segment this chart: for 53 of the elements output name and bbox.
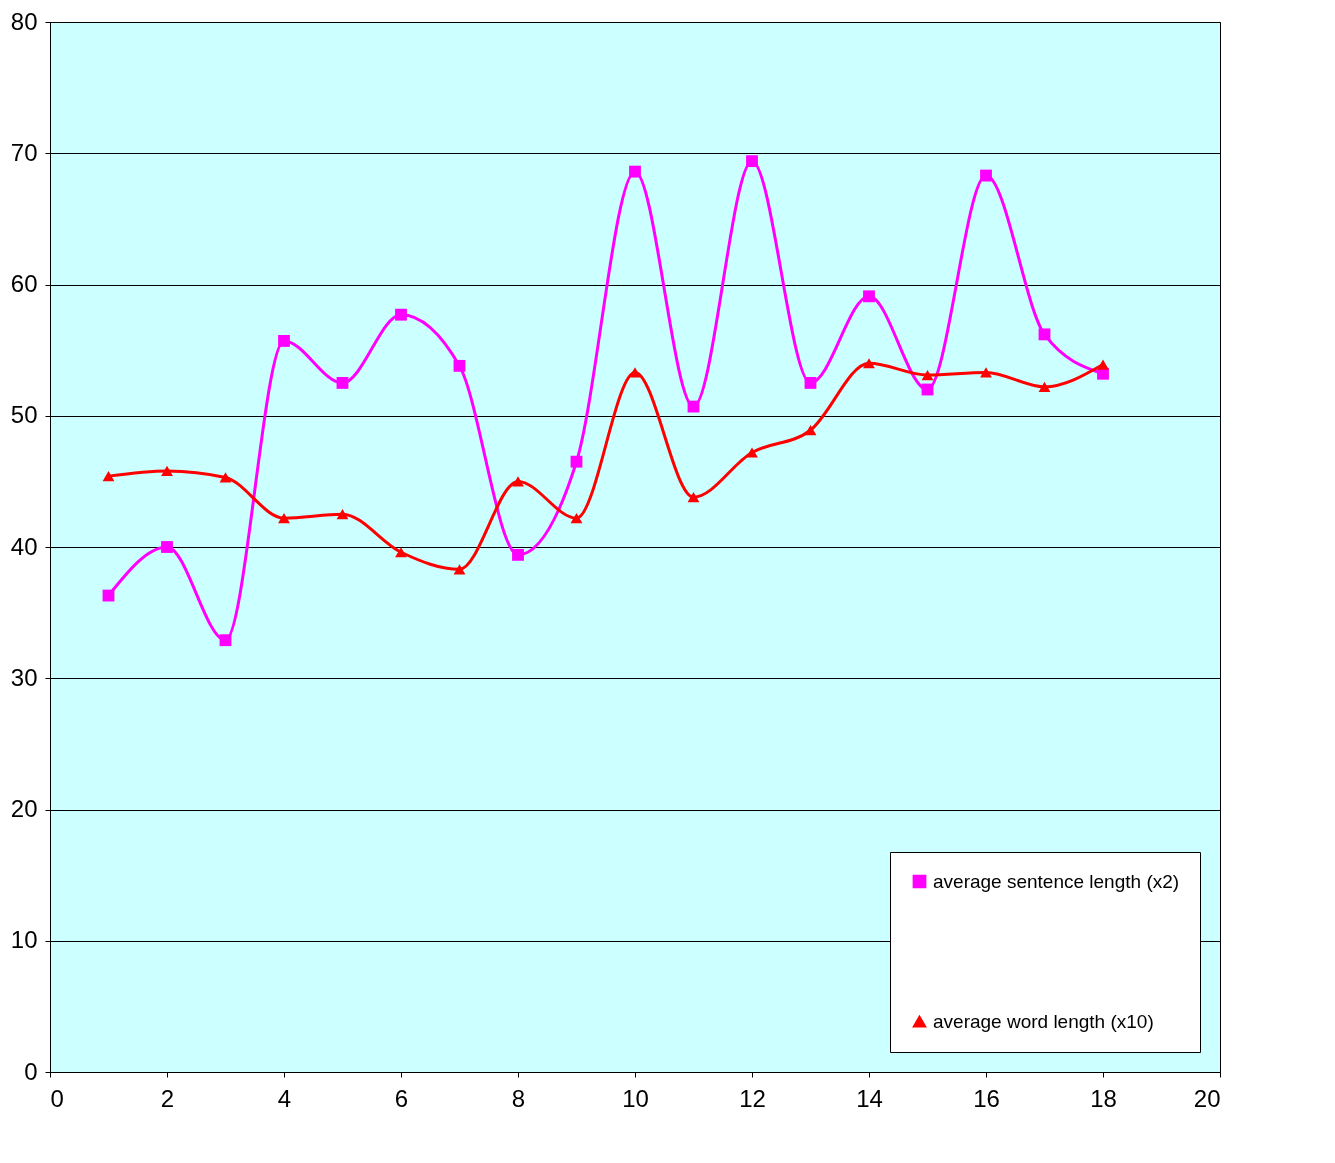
point bbox=[219, 472, 232, 483]
x-tick-label: 16 bbox=[973, 1084, 1000, 1112]
y-tick-label: 50 bbox=[10, 401, 38, 429]
point bbox=[336, 377, 349, 389]
point bbox=[102, 471, 115, 482]
point bbox=[629, 165, 641, 178]
point bbox=[453, 359, 466, 372]
x-tick-label: 8 bbox=[511, 1084, 526, 1112]
y-tick-label: 0 bbox=[24, 1057, 38, 1085]
point bbox=[161, 465, 173, 476]
point bbox=[336, 509, 349, 520]
x-tick-label: 2 bbox=[160, 1084, 175, 1112]
point bbox=[219, 634, 232, 647]
point bbox=[804, 377, 817, 389]
point bbox=[980, 367, 992, 378]
point bbox=[804, 425, 817, 436]
x-tick-label: 20 bbox=[1193, 1084, 1221, 1112]
point bbox=[570, 455, 583, 468]
legend-label: average sentence length (x2) bbox=[933, 870, 1180, 892]
point bbox=[687, 492, 700, 503]
point bbox=[921, 369, 934, 381]
y-tick-label: 40 bbox=[10, 532, 38, 560]
point bbox=[746, 447, 758, 458]
x-tick-label: 0 bbox=[50, 1084, 64, 1112]
point bbox=[863, 358, 875, 369]
x-tick-label: 12 bbox=[739, 1084, 766, 1112]
point bbox=[570, 513, 583, 524]
point bbox=[980, 169, 992, 182]
point bbox=[746, 155, 758, 168]
point bbox=[453, 564, 466, 575]
point bbox=[395, 308, 407, 321]
y-tick-label: 10 bbox=[10, 926, 38, 954]
point bbox=[1038, 328, 1051, 341]
y-tick-label: 20 bbox=[10, 795, 38, 822]
point bbox=[1097, 359, 1109, 370]
x-tick-label: 10 bbox=[622, 1084, 649, 1112]
y-tick-label: 80 bbox=[10, 7, 38, 35]
point bbox=[395, 547, 407, 558]
point bbox=[278, 335, 290, 347]
x-tick-label: 18 bbox=[1090, 1084, 1117, 1112]
y-tick-label: 70 bbox=[10, 138, 38, 166]
x-tick-label: 6 bbox=[394, 1084, 409, 1112]
point bbox=[1038, 381, 1051, 392]
x-tick-label: 4 bbox=[277, 1084, 292, 1112]
x-tick-label: 14 bbox=[856, 1084, 883, 1112]
point bbox=[629, 367, 641, 378]
y-tick-label: 30 bbox=[10, 663, 38, 691]
point bbox=[863, 290, 875, 303]
point bbox=[512, 548, 524, 561]
y-tick-label: 60 bbox=[10, 270, 38, 297]
point bbox=[278, 513, 290, 524]
point bbox=[161, 541, 173, 553]
legend-label: average word length (x10) bbox=[933, 1010, 1154, 1032]
